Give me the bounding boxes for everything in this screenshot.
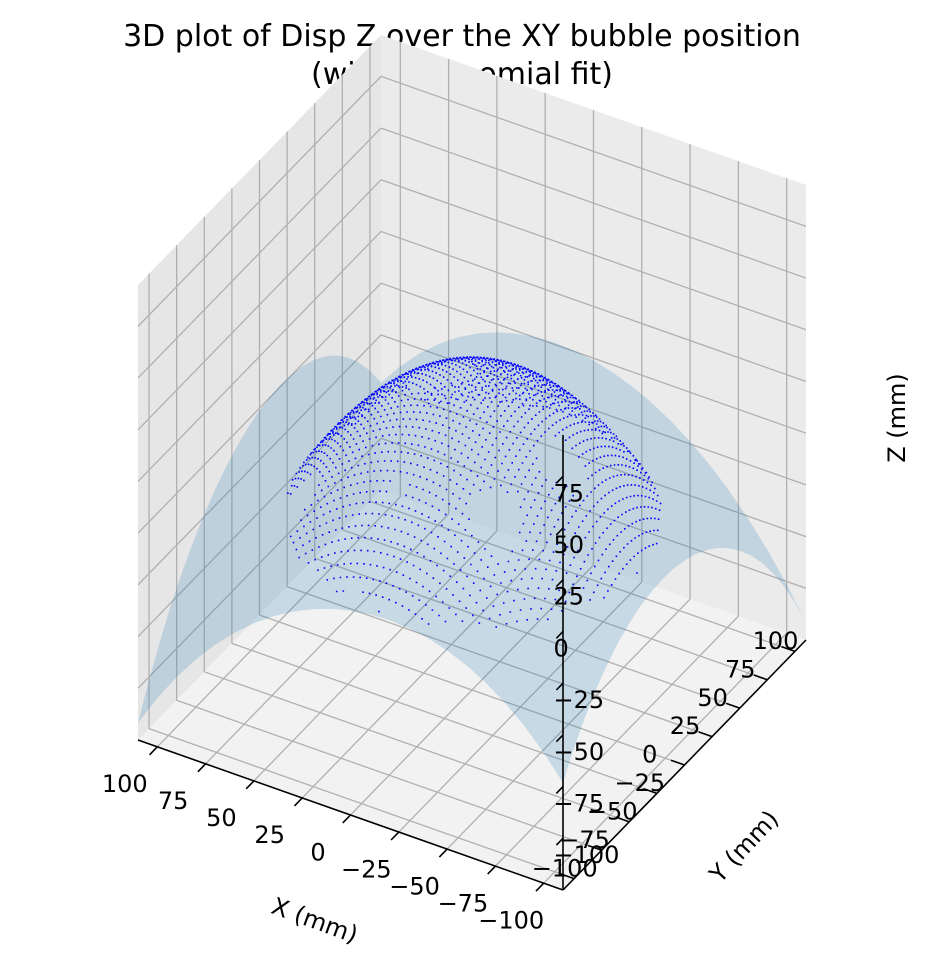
x-tick-label: 0	[310, 838, 325, 866]
grid-line-z-back	[380, 437, 807, 589]
grid-line-z-left	[137, 179, 382, 431]
grid-line-z-back	[380, 385, 807, 538]
y-tick-mark	[753, 674, 768, 681]
grid-line-z-left	[137, 386, 382, 638]
y-axis-label: Y (mm)	[703, 805, 784, 889]
y-tick-label: 0	[642, 741, 657, 769]
grid-line-z-left	[137, 231, 382, 482]
x-tick-mark	[245, 780, 255, 790]
z-tick-label: −50	[554, 738, 605, 766]
chart-title-line1: 3D plot of Disp Z over the XY bubble pos…	[123, 19, 801, 54]
y-tick-label: 75	[725, 655, 756, 683]
z-tick-label: 75	[554, 479, 585, 507]
y-tick-mark	[670, 759, 685, 766]
grid-line-y-floor	[342, 529, 768, 681]
y-tick-label: −50	[587, 798, 638, 826]
grid-line-y-floor	[369, 500, 796, 652]
axes	[137, 435, 807, 892]
z-tick-label: −100	[554, 841, 620, 869]
y-tick-mark	[698, 731, 713, 738]
grid-line-z-left	[137, 437, 382, 689]
x-tick-mark	[149, 746, 158, 756]
grid-lines	[137, 41, 807, 884]
grid-line-z-back	[380, 230, 807, 383]
x-tick-mark	[342, 814, 352, 824]
z-axis-label: Z (mm)	[883, 373, 911, 463]
y-tick-mark	[725, 702, 740, 709]
tick-labels: −100−75−50−250255075100−100−75−50−250255…	[102, 479, 799, 934]
x-tick-mark	[293, 797, 303, 807]
x-tick-mark	[487, 865, 496, 875]
z-tick-label: 50	[554, 531, 585, 559]
y-tick-label: 50	[697, 684, 728, 712]
z-tick-mark	[555, 475, 564, 484]
y-tick-label: 25	[670, 712, 701, 740]
y-tick-label: −100	[532, 854, 598, 882]
x-tick-label: −50	[389, 872, 440, 900]
z-tick-label: 0	[554, 634, 569, 662]
z-tick-label: 25	[554, 583, 585, 611]
x-tick-label: −100	[478, 907, 544, 935]
grid-line-y-floor	[176, 699, 602, 851]
grid-line-y-floor	[286, 585, 713, 738]
fit-surface	[138, 332, 806, 783]
y-tick-mark	[560, 873, 575, 880]
grid-line-z-left	[137, 282, 382, 534]
z-tick-mark	[555, 734, 564, 743]
y-tick-label: −25	[615, 769, 666, 797]
x-tick-label: 100	[102, 770, 148, 798]
z-tick-mark	[555, 786, 564, 794]
grid-line-y-floor	[204, 671, 630, 823]
x-tick-label: 75	[158, 787, 189, 815]
z-tick-mark	[555, 630, 564, 639]
y-tick-label: −75	[559, 826, 610, 854]
y-tick-mark	[615, 816, 630, 823]
x-tick-mark	[438, 848, 448, 858]
grid-line-y-floor	[314, 557, 740, 709]
z-tick-label: −75	[554, 790, 605, 818]
x-tick-mark	[390, 831, 400, 841]
grid-line-y-floor	[231, 642, 658, 795]
z-tick-mark	[555, 682, 564, 691]
y-tick-mark	[781, 645, 796, 653]
y-tick-mark	[643, 787, 658, 795]
x-tick-label: 25	[254, 821, 285, 849]
y-tick-mark	[587, 844, 602, 851]
grid-line-z-back	[380, 75, 807, 227]
grid-line-z-back	[380, 179, 807, 331]
grid-line-z-left	[137, 75, 382, 327]
x-tick-mark	[197, 763, 207, 773]
grid-line-y-floor	[259, 614, 685, 766]
x-tick-label: −75	[438, 889, 489, 917]
x-axis-label: X (mm)	[268, 892, 362, 949]
grid-line-z-left	[137, 127, 382, 379]
z-tick-mark	[555, 579, 564, 588]
grid-line-y-floor	[148, 728, 575, 880]
grid-line-z-back	[380, 282, 807, 434]
x-tick-label: −25	[341, 855, 392, 883]
y-tick-label: 100	[753, 627, 799, 655]
z-tick-label: −25	[554, 686, 605, 714]
z-tick-mark	[555, 837, 564, 846]
x-tick-label: 50	[206, 804, 237, 832]
x-tick-mark	[535, 882, 545, 892]
z-tick-mark	[555, 527, 564, 536]
fit-surface-patch	[138, 332, 806, 783]
grid-line-z-back	[380, 127, 807, 279]
grid-line-z-left	[137, 334, 382, 586]
